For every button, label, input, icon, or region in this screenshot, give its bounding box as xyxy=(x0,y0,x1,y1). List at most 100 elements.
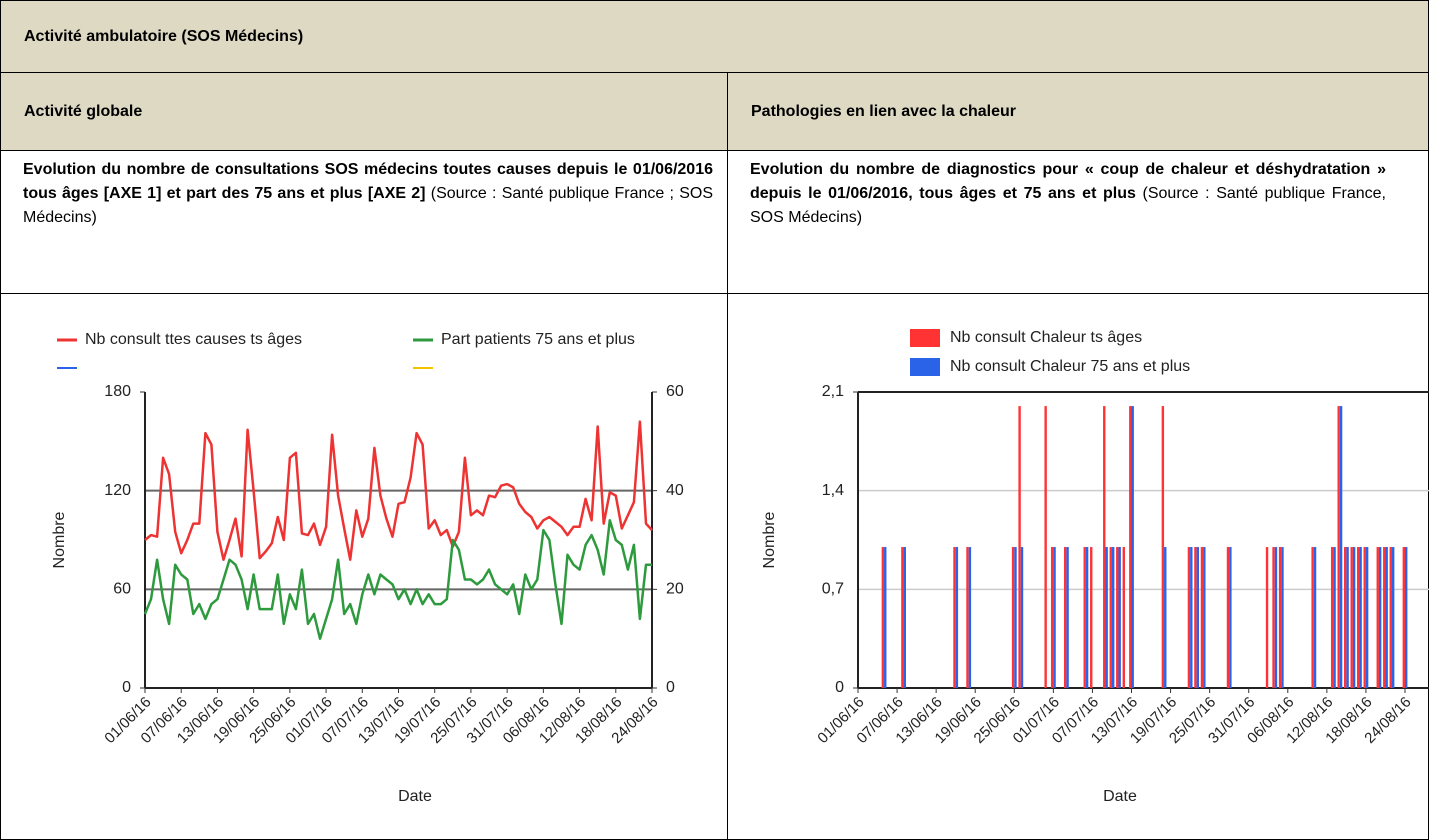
y-tick-label: 0 xyxy=(666,679,675,696)
bar xyxy=(903,547,906,688)
bar xyxy=(1376,547,1379,688)
bar xyxy=(1122,547,1125,688)
bar xyxy=(1129,406,1132,688)
bar xyxy=(1014,547,1017,688)
bar xyxy=(1161,406,1165,688)
bar xyxy=(881,547,885,688)
bar xyxy=(1337,406,1340,688)
header: Activité ambulatoire (SOS Médecins) xyxy=(0,0,1429,73)
bar xyxy=(953,547,956,688)
legend-label: Part patients 75 ans et plus xyxy=(441,331,635,348)
bar xyxy=(1194,547,1197,688)
bar xyxy=(1083,547,1086,688)
legend-label: Nb consult Chaleur ts âges xyxy=(950,329,1142,346)
legend-label: Nb consult Chaleur 75 ans et plus xyxy=(950,358,1190,375)
bar xyxy=(1391,547,1395,688)
bar xyxy=(1365,547,1369,688)
section-title: Pathologies en lien avec la chaleur xyxy=(751,102,1016,120)
legend-swatch xyxy=(910,329,940,347)
bar xyxy=(1357,547,1360,688)
bar xyxy=(1281,547,1284,688)
bar xyxy=(1011,547,1015,688)
bar xyxy=(1200,547,1204,688)
bar xyxy=(884,547,887,688)
x-axis-label: Date xyxy=(398,788,432,805)
y-tick-label: 2,1 xyxy=(822,383,844,400)
line-series xyxy=(144,420,653,561)
y-axis-label: Nombre xyxy=(761,511,778,568)
bar xyxy=(1278,547,1282,688)
description-text: Evolution du nombre de diagnostics pour … xyxy=(750,161,1386,202)
bar xyxy=(1203,547,1206,688)
y-tick-label: 120 xyxy=(104,482,131,499)
legend-label: Nb consult ttes causes ts âges xyxy=(85,331,302,348)
bar xyxy=(1226,547,1230,688)
bar xyxy=(1389,547,1392,688)
bar xyxy=(1352,547,1356,688)
x-axis-label: Date xyxy=(1103,788,1137,805)
bar xyxy=(1343,547,1347,688)
bar xyxy=(968,547,972,688)
section-header: Activité globale xyxy=(0,72,728,151)
bar xyxy=(1359,547,1362,688)
y-tick-label: 20 xyxy=(666,581,684,598)
y-tick-label: 1,4 xyxy=(822,482,844,499)
bar xyxy=(1196,547,1200,688)
bar xyxy=(1103,406,1106,688)
legend-swatch xyxy=(910,358,940,376)
y-tick-label: 60 xyxy=(113,581,131,598)
header-title: Activité ambulatoire (SOS Médecins) xyxy=(24,27,304,45)
bar xyxy=(1274,547,1278,688)
bar xyxy=(1229,547,1232,688)
bar xyxy=(1385,547,1388,688)
description-text: (Source : Santé publique France ; SOS Mé… xyxy=(23,185,714,226)
bar xyxy=(1053,547,1056,688)
bar xyxy=(1190,547,1193,688)
bar xyxy=(1378,547,1382,688)
y-tick-label: 180 xyxy=(104,383,131,400)
bar xyxy=(1363,547,1366,688)
y-tick-label: 0 xyxy=(835,679,844,696)
bar xyxy=(1265,547,1269,688)
bar xyxy=(1402,547,1405,688)
bar xyxy=(901,547,904,688)
description: Evolution du nombre de consultations SOS… xyxy=(23,158,713,230)
bar xyxy=(1330,547,1334,688)
bar xyxy=(1063,547,1067,688)
y-tick-label: 60 xyxy=(666,383,684,400)
bar xyxy=(1018,406,1021,688)
bar xyxy=(955,547,959,688)
bar xyxy=(1105,547,1108,688)
bar xyxy=(1405,547,1408,688)
y-tick-label: 0,7 xyxy=(822,581,844,598)
bar xyxy=(966,547,969,688)
bar xyxy=(1164,547,1167,688)
bar xyxy=(1313,547,1317,688)
description: Evolution du nombre de diagnostics pour … xyxy=(750,158,1386,230)
bar xyxy=(1272,547,1275,688)
section-title: Activité globale xyxy=(24,102,143,120)
bar xyxy=(1346,547,1349,688)
bar xyxy=(1116,547,1119,688)
bar xyxy=(1109,547,1112,688)
bar xyxy=(1383,547,1386,688)
bar xyxy=(1050,547,1054,688)
section-header: Pathologies en lien avec la chaleur xyxy=(727,72,1429,151)
y-axis-label: Nombre xyxy=(51,511,68,568)
line-series xyxy=(143,519,652,640)
bar xyxy=(1339,406,1343,688)
bar xyxy=(1131,406,1134,688)
y-tick-label: 0 xyxy=(122,679,131,696)
description-text: Evolution du nombre de consultations SOS… xyxy=(23,161,713,202)
bar xyxy=(1085,547,1089,688)
bar xyxy=(1333,547,1336,688)
bar xyxy=(1020,547,1024,688)
bar xyxy=(1118,547,1121,688)
bar xyxy=(1090,547,1093,688)
bar xyxy=(1187,547,1191,688)
bar xyxy=(1111,547,1115,688)
bar xyxy=(1044,406,1047,688)
bar xyxy=(1066,547,1069,688)
